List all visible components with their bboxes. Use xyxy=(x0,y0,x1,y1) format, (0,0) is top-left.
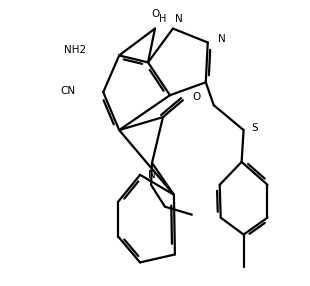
Text: N: N xyxy=(218,33,225,43)
Text: O: O xyxy=(151,9,159,19)
Text: N: N xyxy=(175,14,183,24)
Text: NH2: NH2 xyxy=(64,45,86,55)
Text: CN: CN xyxy=(60,86,75,96)
Text: N: N xyxy=(148,170,156,180)
Text: S: S xyxy=(252,123,258,133)
Text: O: O xyxy=(193,92,201,102)
Text: H: H xyxy=(159,14,167,24)
